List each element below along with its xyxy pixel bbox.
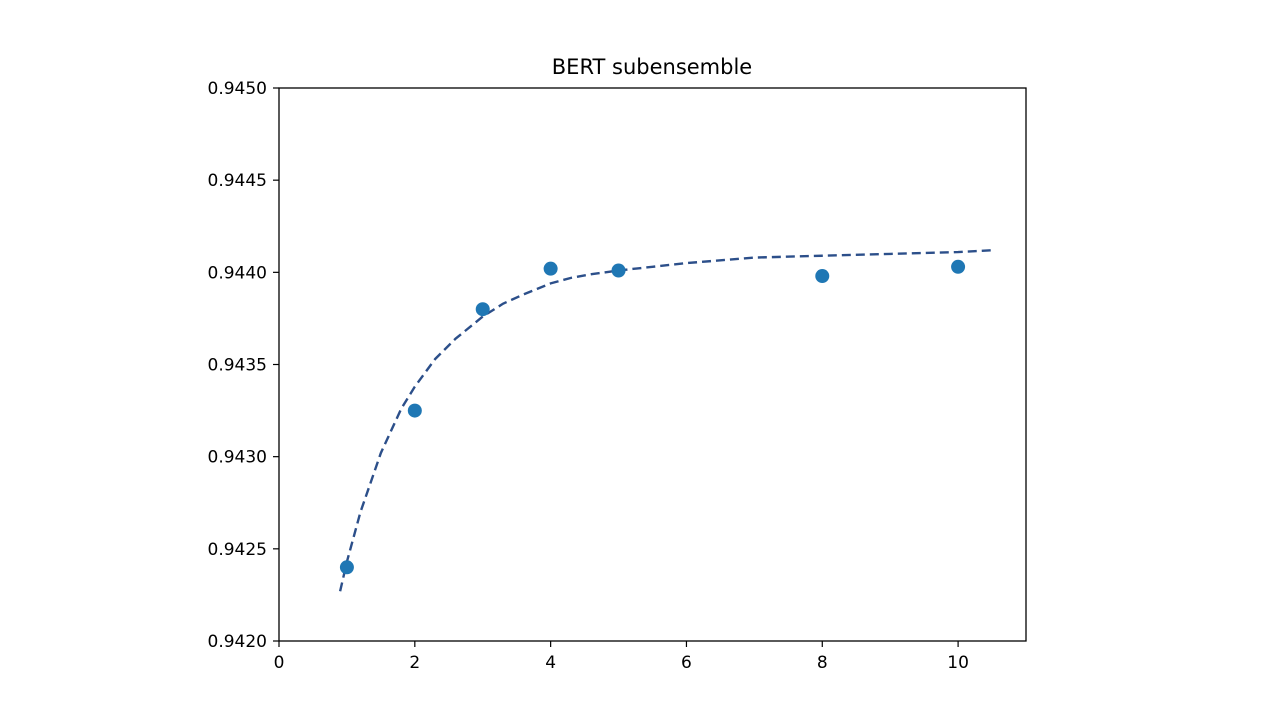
y-tick-label: 0.9440 <box>208 263 267 283</box>
y-tick-label: 0.9435 <box>208 356 267 376</box>
y-tick-label: 0.9420 <box>208 632 267 652</box>
x-tick-label: 6 <box>681 653 692 673</box>
data-point <box>815 269 830 284</box>
y-tick-label: 0.9450 <box>208 79 267 99</box>
plot-frame <box>278 87 1027 642</box>
x-tick-label: 8 <box>817 653 828 673</box>
data-point <box>611 263 626 278</box>
data-point <box>475 302 490 317</box>
data-point <box>543 261 558 276</box>
y-tick-label: 0.9445 <box>208 171 267 191</box>
x-tick-label: 4 <box>545 653 556 673</box>
plot-area <box>338 249 993 592</box>
x-tick-label: 10 <box>947 653 969 673</box>
fit-line <box>338 249 993 592</box>
data-point <box>407 403 422 418</box>
chart-title: BERT subensemble <box>552 55 752 79</box>
data-point <box>951 259 966 274</box>
data-point <box>339 560 354 575</box>
y-tick-label: 0.9425 <box>208 540 267 560</box>
axes: 0 2 4 6 8 10 0.9420 0.9425 0.9430 0.9435 0.9440 0.9… <box>208 79 1027 673</box>
y-tick-label: 0.9430 <box>208 448 267 468</box>
x-tick-label: 0 <box>274 653 285 673</box>
x-tick-label: 2 <box>409 653 420 673</box>
